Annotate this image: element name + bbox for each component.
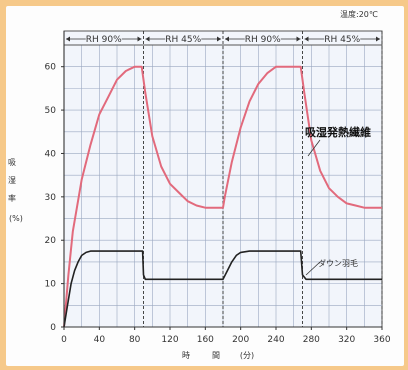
phase-arrowhead bbox=[145, 36, 150, 42]
phase-arrowhead bbox=[137, 36, 142, 42]
x-tick-label: 80 bbox=[129, 335, 141, 345]
series-line-down bbox=[63, 250, 382, 328]
x-tick-label: 240 bbox=[267, 335, 284, 345]
phase-label: RH 90% bbox=[245, 35, 281, 45]
phase-arrowhead bbox=[217, 36, 221, 42]
x-tick-label: 320 bbox=[338, 335, 355, 345]
y-axis-label-char: 湿 bbox=[8, 176, 16, 185]
series-lines bbox=[63, 65, 382, 328]
x-tick-label: 280 bbox=[303, 335, 320, 345]
x-axis-label-char: (分) bbox=[240, 351, 254, 360]
x-axis-label-char: 時 bbox=[182, 351, 190, 360]
y-tick-label: 10 bbox=[45, 280, 57, 290]
y-tick-label: 20 bbox=[45, 236, 57, 246]
axis-labels: 0 40 80 120 160 200 240 280 320 360 0 10 20 30 40 50 60 吸… bbox=[8, 63, 391, 360]
phase-arrowhead bbox=[225, 36, 229, 42]
y-tick-label: 50 bbox=[45, 106, 57, 116]
x-axis-label-char: 間 bbox=[212, 351, 220, 360]
phase-arrowhead bbox=[296, 36, 301, 42]
x-tick-label: 360 bbox=[373, 335, 390, 345]
series-annotation-heat-fiber: 吸湿発熱繊維 bbox=[305, 125, 371, 139]
x-tick-label: 160 bbox=[197, 335, 214, 345]
phase-label: RH 45% bbox=[165, 35, 201, 45]
phase-label: RH 45% bbox=[324, 35, 360, 45]
series-line-heat-fiber bbox=[63, 65, 382, 328]
x-tick-label: 200 bbox=[232, 335, 249, 345]
phase-band: RH 90% RH 45% RH 90% RH 45% bbox=[64, 31, 383, 327]
x-tick-label: 0 bbox=[61, 335, 67, 345]
phase-arrowhead bbox=[66, 36, 70, 42]
y-tick-label: 0 bbox=[50, 323, 56, 333]
y-tick-label: 40 bbox=[45, 149, 57, 159]
annotation-leader bbox=[305, 261, 321, 276]
x-tick-label: 40 bbox=[94, 335, 106, 345]
y-tick-label: 60 bbox=[45, 63, 57, 73]
y-axis-label-char: 率 bbox=[8, 193, 16, 203]
annotation-leader bbox=[307, 139, 321, 157]
axes bbox=[61, 31, 383, 330]
phase-arrowhead bbox=[304, 36, 309, 42]
y-axis-label-char: 吸 bbox=[8, 158, 16, 167]
y-tick-label: 30 bbox=[45, 193, 57, 203]
phase-label: RH 90% bbox=[86, 35, 122, 45]
phase-arrowhead bbox=[376, 36, 380, 42]
condition-label: 温度:20℃ bbox=[340, 9, 378, 19]
x-tick-label: 120 bbox=[161, 335, 178, 345]
y-unit-label: (%) bbox=[9, 214, 23, 223]
series-annotation-down: ダウン羽毛 bbox=[318, 258, 358, 268]
